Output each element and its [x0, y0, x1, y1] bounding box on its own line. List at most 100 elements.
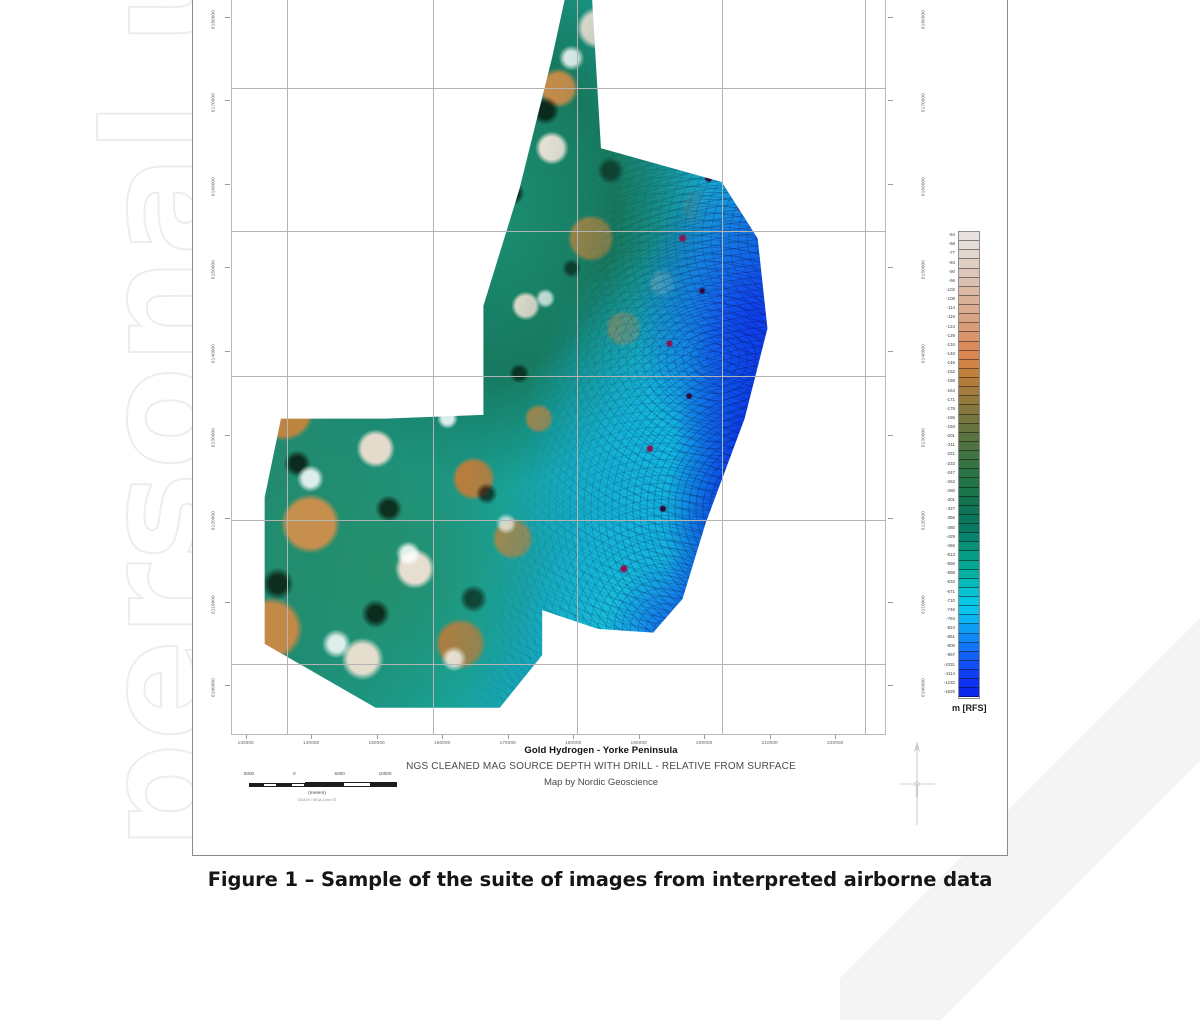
colorbar-swatch	[959, 578, 979, 588]
colorbar-swatch	[959, 314, 979, 324]
y-axis-tick	[888, 518, 893, 520]
y-axis-tick	[225, 685, 230, 687]
x-axis-tick-label: 140000	[303, 740, 320, 745]
y-axis-tick-label: 6170000	[920, 93, 926, 113]
x-axis-tick	[638, 735, 640, 739]
colorbar-level-label: -134	[946, 341, 955, 347]
y-axis-tick	[225, 434, 230, 436]
colorbar-swatch	[959, 359, 979, 369]
colorbar-swatch	[959, 414, 979, 424]
scale-bar-segment	[263, 783, 277, 787]
colorbar-swatch	[959, 542, 979, 552]
gridline-vertical	[577, 0, 578, 734]
colorbar-level-label: -262	[946, 478, 955, 484]
colorbar-level-label: -746	[946, 606, 955, 612]
scale-bar-segment	[249, 783, 263, 787]
colorbar-level-label: -77	[948, 250, 955, 256]
colorbar-swatch	[959, 232, 979, 242]
x-axis-tick-label: 130000	[237, 740, 254, 745]
drill-hole-marker-layer	[264, 0, 768, 708]
map-attribution: Map by Nordic Geoscience	[543, 777, 659, 788]
colorbar-level-label: -68	[948, 241, 955, 247]
colorbar-swatch	[959, 688, 979, 698]
map-plot-area[interactable]	[231, 0, 886, 735]
colorbar-swatch	[959, 378, 979, 388]
colorbar-level-label: -152	[946, 369, 955, 375]
colorbar-level-label: -633	[946, 579, 955, 585]
colorbar-swatch	[959, 569, 979, 579]
y-axis-tick	[888, 16, 893, 18]
colorbar-legend[interactable]: -54 -68 -77 -84 -90 -96 -102 -108 -114 -119 -124 -1…	[928, 231, 998, 731]
y-axis-tick-label: 6110000	[210, 594, 216, 614]
y-axis-tick	[225, 16, 230, 18]
x-axis-tick-label: 220000	[827, 740, 844, 745]
colorbar-level-label: -140	[946, 350, 955, 356]
colorbar-level-label: -84	[948, 259, 955, 265]
y-axis-tick	[888, 434, 893, 436]
colorbar-swatches	[958, 231, 980, 699]
scale-bar-segment	[291, 783, 305, 787]
colorbar-swatch	[959, 368, 979, 378]
gridline-horizontal	[232, 664, 885, 665]
colorbar-level-label: -280	[946, 488, 955, 493]
scale-bar-segment	[277, 783, 291, 787]
colorbar-swatch	[959, 350, 979, 360]
colorbar-swatch	[959, 633, 979, 643]
scale-bar-projection-note: GDA94 / MGA Zone 53	[297, 798, 337, 802]
colorbar-level-label: -429	[946, 533, 955, 539]
y-axis-tick-label: 6150000	[920, 260, 926, 280]
x-axis-tick	[573, 735, 575, 739]
x-axis-tick-label: 190000	[630, 740, 647, 745]
colorbar-level-label: -124	[946, 323, 955, 329]
colorbar-swatch	[959, 624, 979, 634]
colorbar-swatch	[959, 505, 979, 515]
gridline-vertical	[722, 0, 723, 734]
colorbar-level-label: -114	[946, 305, 955, 311]
map-figure-sheet: 130000 140000 150000 160000 170000 180000 1900…	[192, 0, 1008, 856]
y-axis-tick-label: 6140000	[210, 344, 216, 363]
x-axis-tick-label: 200000	[696, 740, 713, 745]
map-scale-bar: 5000 0 5000 10000 (meters) GDA94 / MGA Zone…	[237, 771, 397, 802]
colorbar-level-label: -1114	[944, 670, 955, 676]
colorbar-swatch	[959, 478, 979, 488]
colorbar-level-label: -327	[946, 506, 955, 512]
colorbar-swatch	[959, 286, 979, 296]
north-arrow-icon	[893, 739, 941, 829]
colorbar-swatch	[959, 660, 979, 670]
y-axis-tick	[225, 267, 230, 269]
colorbar-swatch	[959, 460, 979, 470]
colorbar-level-label: -861	[946, 634, 955, 640]
colorbar-swatch	[959, 396, 979, 406]
y-axis-tick	[225, 351, 230, 353]
y-axis-tick	[225, 100, 230, 102]
scale-bar-label: 0	[293, 771, 296, 776]
x-axis-tick-label: 180000	[565, 740, 582, 745]
colorbar-level-label: -54	[948, 232, 955, 238]
x-axis-tick	[442, 735, 444, 739]
map-title-secondary: NGS CLEANED MAG SOURCE DEPTH WITH DRILL …	[406, 761, 796, 772]
y-axis-tick	[888, 100, 893, 102]
y-axis-tick	[888, 601, 893, 603]
y-axis-tick-label: 6170000	[210, 93, 216, 113]
scale-bar-graphic	[237, 781, 397, 788]
x-axis-tick	[245, 735, 247, 739]
colorbar-swatch	[959, 642, 979, 652]
colorbar-level-label: -824	[946, 625, 955, 631]
scale-bar-label: 5000	[334, 771, 345, 776]
colorbar-swatch	[959, 259, 979, 269]
colorbar-swatch	[959, 597, 979, 607]
colorbar-swatch	[959, 587, 979, 597]
colorbar-swatch	[959, 496, 979, 506]
colorbar-swatch	[959, 670, 979, 680]
colorbar-swatch	[959, 487, 979, 497]
colorbar-level-label: -164	[946, 387, 955, 393]
colorbar-swatch	[959, 551, 979, 561]
colorbar-swatch	[959, 241, 979, 251]
y-axis-tick-label: 6110000	[920, 594, 926, 614]
colorbar-swatch	[959, 679, 979, 689]
colorbar-level-label: -90	[948, 268, 955, 274]
colorbar-swatch	[959, 305, 979, 315]
colorbar-level-label: -513	[946, 551, 955, 557]
colorbar-level-label: -356	[946, 515, 955, 521]
y-axis-tick-label: 6100000	[920, 678, 926, 698]
